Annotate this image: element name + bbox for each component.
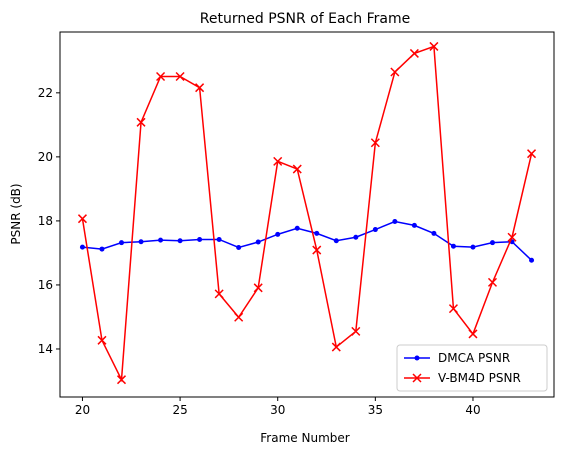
series-line [81, 45, 533, 383]
data-point [351, 326, 361, 336]
data-point [392, 219, 398, 225]
data-point [487, 277, 498, 287]
data-point [97, 335, 107, 345]
data-point [119, 240, 125, 246]
y-tick-label: 20 [38, 150, 53, 164]
data-point [529, 257, 535, 263]
data-point [255, 239, 261, 245]
data-point [79, 244, 85, 250]
data-point [409, 48, 419, 58]
data-point [448, 304, 458, 314]
y-tick-label: 22 [38, 86, 53, 100]
plot-frame [59, 31, 555, 398]
x-tick-label: 25 [172, 403, 187, 417]
data-point [234, 312, 244, 322]
legend-label: DMCA PSNR [438, 351, 510, 365]
y-tick-label: 14 [38, 342, 53, 356]
data-point [331, 342, 341, 352]
series-v-bm4d-psnr [77, 41, 537, 385]
data-point [353, 234, 359, 240]
x-tick-label: 35 [368, 403, 383, 417]
y-axis-label: PSNR (dB) [9, 183, 23, 244]
data-point [158, 237, 164, 243]
data-point [314, 230, 320, 236]
data-point [236, 244, 242, 250]
data-point [138, 239, 144, 245]
data-point [527, 149, 537, 159]
y-tick-label: 18 [38, 214, 53, 228]
x-axis: 20 25 30 35 40 [75, 397, 481, 417]
legend-marker [414, 355, 420, 361]
data-point [294, 225, 300, 231]
y-axis: 14 16 18 20 22 [38, 86, 60, 356]
data-point [195, 83, 205, 93]
legend-marker [412, 373, 422, 383]
data-point [431, 230, 437, 236]
data-point [489, 240, 495, 246]
legend-label: V-BM4D PSNR [438, 371, 521, 385]
plot-area [77, 41, 537, 385]
series-dmca-psnr [79, 219, 535, 263]
y-tick-label: 16 [38, 278, 53, 292]
data-point [273, 156, 283, 166]
data-point [450, 243, 456, 249]
data-point [372, 227, 378, 233]
data-point [468, 329, 478, 339]
data-point [116, 375, 127, 385]
chart-title: Returned PSNR of Each Frame [200, 11, 410, 27]
data-point [156, 71, 166, 82]
data-point [214, 289, 224, 299]
x-tick-label: 20 [75, 403, 90, 417]
data-point [253, 283, 263, 293]
data-point [99, 246, 105, 252]
data-point [216, 236, 222, 242]
legend-box [396, 344, 548, 392]
data-point [77, 214, 87, 224]
x-axis-label: Frame Number [260, 431, 349, 445]
data-point [275, 231, 281, 237]
data-point [370, 138, 380, 148]
data-point [507, 232, 517, 242]
x-tick-label: 30 [270, 403, 285, 417]
legend: DMCA PSNR V-BM4D PSNR [396, 344, 548, 392]
legend-entry: DMCA PSNR [404, 351, 510, 365]
data-point [177, 238, 183, 244]
legend-entry: V-BM4D PSNR [404, 371, 521, 385]
data-point [411, 222, 417, 228]
series-line [82, 220, 533, 261]
data-point [292, 164, 302, 174]
x-tick-label: 40 [465, 403, 480, 417]
data-point [136, 117, 146, 127]
data-point [312, 245, 322, 255]
data-point [175, 71, 185, 82]
data-point [470, 244, 476, 250]
data-point [333, 238, 339, 244]
data-point [390, 67, 400, 77]
data-point [429, 41, 439, 51]
data-point [197, 236, 203, 242]
